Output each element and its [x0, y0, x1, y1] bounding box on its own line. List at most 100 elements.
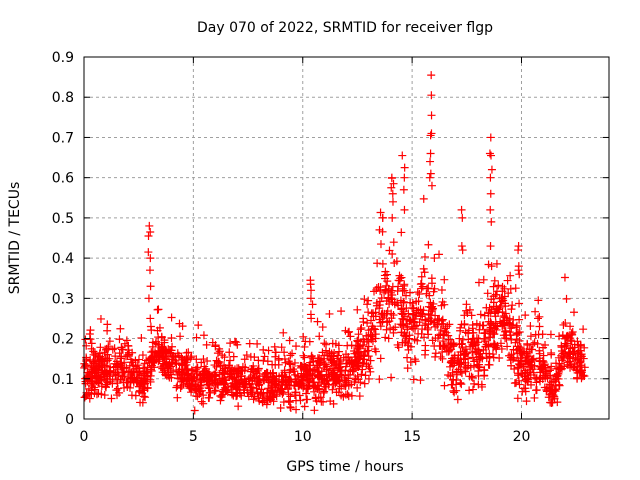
- data-point: [522, 353, 531, 362]
- data-point: [573, 373, 582, 382]
- data-point: [443, 322, 452, 331]
- data-point: [334, 363, 343, 372]
- data-point: [570, 360, 579, 369]
- data-point: [138, 398, 147, 407]
- data-point: [134, 355, 143, 364]
- data-point: [533, 314, 542, 323]
- data-point: [389, 311, 398, 320]
- data-point: [232, 377, 241, 386]
- data-point: [399, 185, 408, 194]
- y-tick-label: 0.6: [52, 171, 74, 187]
- data-point: [137, 333, 146, 342]
- data-point: [445, 346, 454, 355]
- data-point: [177, 381, 186, 390]
- data-point: [365, 364, 374, 373]
- data-point: [506, 284, 515, 293]
- data-point: [174, 367, 183, 376]
- data-point: [427, 71, 436, 80]
- data-point: [310, 406, 319, 415]
- data-point: [440, 327, 449, 336]
- data-point: [575, 358, 584, 367]
- data-point: [437, 316, 446, 325]
- data-point: [508, 301, 517, 310]
- data-point: [310, 366, 319, 375]
- data-point: [193, 370, 202, 379]
- data-point: [274, 355, 283, 364]
- data-point: [322, 365, 331, 374]
- data-point: [381, 267, 390, 276]
- data-point: [378, 213, 387, 222]
- data-point: [139, 369, 148, 378]
- data-point: [401, 332, 410, 341]
- data-point: [116, 324, 125, 333]
- data-point: [118, 363, 127, 372]
- data-point: [427, 302, 436, 311]
- data-point: [409, 309, 418, 318]
- data-point: [183, 373, 192, 382]
- data-point: [309, 357, 318, 366]
- data-point: [100, 391, 109, 400]
- data-point: [461, 367, 470, 376]
- data-point: [492, 304, 501, 313]
- data-point: [288, 349, 297, 358]
- data-point: [128, 348, 137, 357]
- data-point: [300, 353, 309, 362]
- data-point: [415, 318, 424, 327]
- data-point: [82, 361, 91, 370]
- data-point: [372, 285, 381, 294]
- data-point: [418, 310, 427, 319]
- data-point: [440, 275, 449, 284]
- data-point: [427, 181, 436, 190]
- data-point: [409, 375, 418, 384]
- data-point: [462, 300, 471, 309]
- data-point: [303, 395, 312, 404]
- data-point: [574, 340, 583, 349]
- data-point: [449, 387, 458, 396]
- data-point: [290, 358, 299, 367]
- data-point: [512, 321, 521, 330]
- data-point: [320, 360, 329, 369]
- data-point: [426, 298, 435, 307]
- data-point: [424, 314, 433, 323]
- data-point: [200, 367, 209, 376]
- data-point: [485, 360, 494, 369]
- data-point: [388, 282, 397, 291]
- data-point: [521, 311, 530, 320]
- data-point: [433, 316, 442, 325]
- data-point: [474, 350, 483, 359]
- data-point: [450, 351, 459, 360]
- data-point: [105, 366, 114, 375]
- x-tick-labels: 0 5 10 15 20: [80, 429, 531, 445]
- data-point: [84, 384, 93, 393]
- data-point: [393, 340, 402, 349]
- data-point: [317, 397, 326, 406]
- data-point: [116, 359, 125, 368]
- data-point: [143, 377, 152, 386]
- data-point: [555, 332, 564, 341]
- data-point: [271, 348, 280, 357]
- data-point: [449, 342, 458, 351]
- y-tick-label: 0.8: [52, 90, 74, 106]
- data-point: [526, 332, 535, 341]
- data-point: [145, 266, 154, 275]
- data-point: [469, 334, 478, 343]
- data-point: [237, 391, 246, 400]
- data-point: [428, 336, 437, 345]
- data-point: [101, 382, 110, 391]
- data-point: [292, 342, 301, 351]
- data-point: [440, 300, 449, 309]
- data-point: [153, 305, 162, 314]
- data-point: [157, 333, 166, 342]
- data-point: [447, 359, 456, 368]
- data-point: [455, 334, 464, 343]
- data-point: [447, 380, 456, 389]
- data-point: [367, 316, 376, 325]
- data-point: [475, 325, 484, 334]
- data-point: [480, 371, 489, 380]
- data-point: [528, 355, 537, 364]
- data-point: [531, 373, 540, 382]
- data-point: [515, 270, 524, 279]
- data-point: [436, 326, 445, 335]
- data-point: [268, 360, 277, 369]
- data-point: [254, 356, 263, 365]
